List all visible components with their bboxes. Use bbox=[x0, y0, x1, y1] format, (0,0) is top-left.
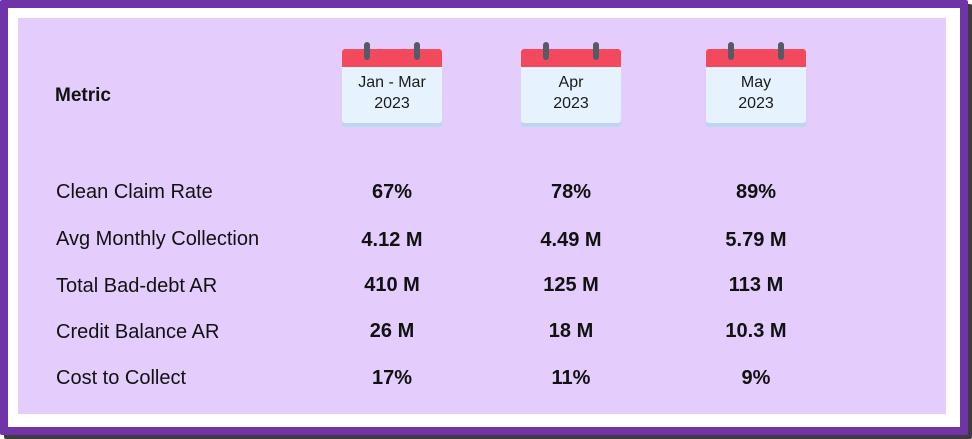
period-label-line1: Jan - Mar bbox=[358, 74, 426, 91]
cell-value: 9% bbox=[741, 367, 771, 389]
cell-value: 4.49 M bbox=[540, 229, 602, 251]
row-label-cost-to-collect: Cost to Collect bbox=[56, 367, 187, 389]
cell-value: 78% bbox=[550, 181, 592, 203]
calendar-ring bbox=[364, 42, 370, 60]
metric-column-header: Metric bbox=[55, 85, 111, 106]
row-label-total-bad-debt-ar: Total Bad-debt AR bbox=[56, 275, 218, 297]
row-label-avg-monthly-collection: Avg Monthly Collection bbox=[56, 228, 260, 250]
period-label-line2: 2023 bbox=[374, 95, 410, 112]
cell-value: 17% bbox=[371, 367, 413, 389]
cell-value: 4.12 M bbox=[361, 229, 423, 251]
cell-value: 67% bbox=[371, 181, 413, 203]
period-header-may: May 2023 bbox=[706, 42, 808, 124]
cell-value: 125 M bbox=[543, 274, 599, 296]
period-label: Apr 2023 bbox=[521, 72, 621, 114]
cell-value: 113 M bbox=[728, 274, 784, 296]
cell-value: 11% bbox=[551, 367, 591, 389]
period-label-line2: 2023 bbox=[553, 95, 589, 112]
calendar-ring bbox=[543, 42, 549, 60]
cell-value: 18 M bbox=[548, 320, 594, 342]
calendar-top-bar bbox=[521, 49, 621, 67]
period-label-line2: 2023 bbox=[738, 95, 774, 112]
calendar-ring bbox=[728, 42, 734, 60]
period-header-apr: Apr 2023 bbox=[521, 42, 623, 124]
row-label-clean-claim-rate: Clean Claim Rate bbox=[56, 181, 213, 203]
calendar-ring bbox=[778, 42, 784, 60]
cell-value: 410 M bbox=[364, 274, 420, 296]
period-label: Jan - Mar 2023 bbox=[342, 72, 442, 114]
calendar-ring bbox=[414, 42, 420, 60]
period-header-q1: Jan - Mar 2023 bbox=[342, 42, 444, 124]
period-label: May 2023 bbox=[706, 72, 806, 114]
period-label-line1: Apr bbox=[558, 74, 584, 91]
calendar-top-bar bbox=[706, 49, 806, 67]
cell-value: 5.79 M bbox=[725, 229, 787, 251]
period-label-line1: May bbox=[740, 74, 772, 91]
row-label-credit-balance-ar: Credit Balance AR bbox=[56, 321, 220, 343]
cell-value: 26 M bbox=[369, 320, 415, 342]
cell-value: 89% bbox=[735, 181, 777, 203]
calendar-top-bar bbox=[342, 49, 442, 67]
calendar-ring bbox=[593, 42, 599, 60]
cell-value: 10.3 M bbox=[725, 320, 787, 342]
